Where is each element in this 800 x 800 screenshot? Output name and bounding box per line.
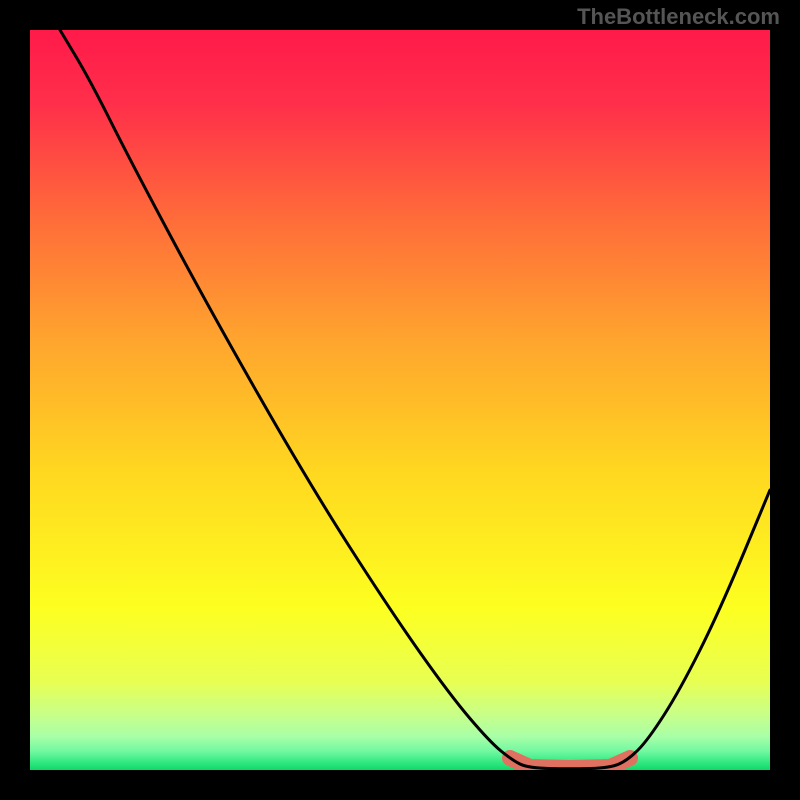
bottleneck-curve (60, 30, 770, 769)
chart-root: TheBottleneck.com (0, 0, 800, 800)
plot-area (30, 30, 770, 770)
watermark-text: TheBottleneck.com (577, 4, 780, 30)
curve-layer (30, 30, 770, 770)
